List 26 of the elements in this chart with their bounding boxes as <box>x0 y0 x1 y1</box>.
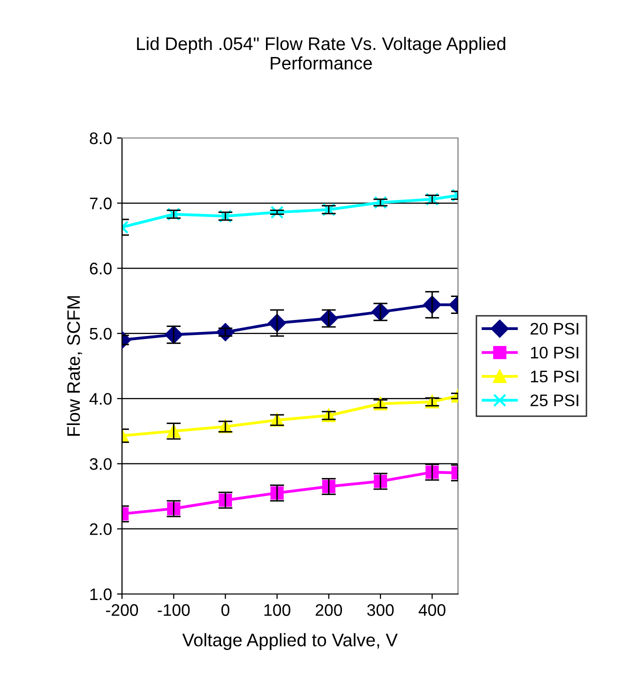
legend-label: 20 PSI <box>530 322 578 335</box>
point <box>374 196 388 210</box>
x-tick-label: 100 <box>264 604 290 616</box>
y-tick-label: 3.0 <box>90 458 112 470</box>
legend-label: 25 PSI <box>530 394 578 406</box>
point <box>270 206 284 219</box>
y-tick-label: 2.0 <box>90 523 112 536</box>
y-tick-label: 4.0 <box>89 392 112 405</box>
x-tick-label: 200 <box>316 604 342 616</box>
x-tick-label: -100 <box>158 604 190 616</box>
x-axis-title: Voltage Applied to Valve, V <box>182 633 398 650</box>
x-tick-label: 400 <box>418 604 446 616</box>
point <box>322 203 336 216</box>
y-tick-label: 1.0 <box>90 588 112 600</box>
legend-label: 10 PSI <box>531 346 578 359</box>
y-tick-label: 5.0 <box>90 328 112 340</box>
x-tick-label: -200 <box>106 604 138 616</box>
y-tick-label: 6.0 <box>90 262 112 274</box>
y-tick-label: 7.0 <box>90 198 112 210</box>
y-tick-label: 8.0 <box>90 132 112 144</box>
legend-label: 15 PSI <box>531 370 578 382</box>
y-axis-title: Flow Rate, SCFM <box>66 296 82 436</box>
chart-title: Lid Depth .054" Flow Rate Vs. Voltage Applied Performance <box>137 36 506 70</box>
x-tick-label: 0 <box>221 604 230 616</box>
x-tick-label: 300 <box>367 604 394 616</box>
point <box>167 208 180 221</box>
